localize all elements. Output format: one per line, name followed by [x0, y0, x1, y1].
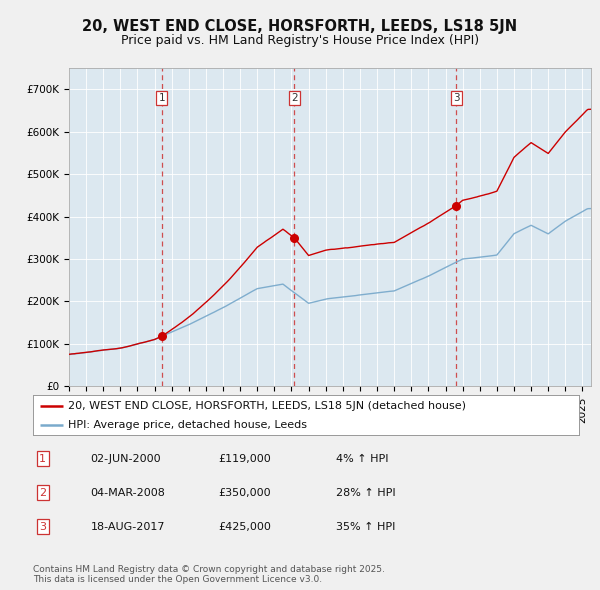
- Text: 02-JUN-2000: 02-JUN-2000: [91, 454, 161, 464]
- Text: 1: 1: [40, 454, 46, 464]
- Text: 18-AUG-2017: 18-AUG-2017: [91, 522, 165, 532]
- Text: HPI: Average price, detached house, Leeds: HPI: Average price, detached house, Leed…: [68, 419, 307, 430]
- Text: £425,000: £425,000: [218, 522, 272, 532]
- Text: 20, WEST END CLOSE, HORSFORTH, LEEDS, LS18 5JN: 20, WEST END CLOSE, HORSFORTH, LEEDS, LS…: [82, 19, 518, 34]
- Text: 4% ↑ HPI: 4% ↑ HPI: [336, 454, 389, 464]
- Text: 28% ↑ HPI: 28% ↑ HPI: [336, 488, 395, 497]
- Text: Contains HM Land Registry data © Crown copyright and database right 2025.
This d: Contains HM Land Registry data © Crown c…: [33, 565, 385, 584]
- Text: 04-MAR-2008: 04-MAR-2008: [91, 488, 165, 497]
- Text: 1: 1: [158, 93, 165, 103]
- Text: 3: 3: [40, 522, 46, 532]
- Text: Price paid vs. HM Land Registry's House Price Index (HPI): Price paid vs. HM Land Registry's House …: [121, 34, 479, 47]
- Text: 35% ↑ HPI: 35% ↑ HPI: [336, 522, 395, 532]
- Text: £119,000: £119,000: [218, 454, 271, 464]
- Text: 2: 2: [291, 93, 298, 103]
- Text: 20, WEST END CLOSE, HORSFORTH, LEEDS, LS18 5JN (detached house): 20, WEST END CLOSE, HORSFORTH, LEEDS, LS…: [68, 401, 466, 411]
- Text: 3: 3: [453, 93, 460, 103]
- Text: £350,000: £350,000: [218, 488, 271, 497]
- Text: 2: 2: [39, 488, 46, 497]
